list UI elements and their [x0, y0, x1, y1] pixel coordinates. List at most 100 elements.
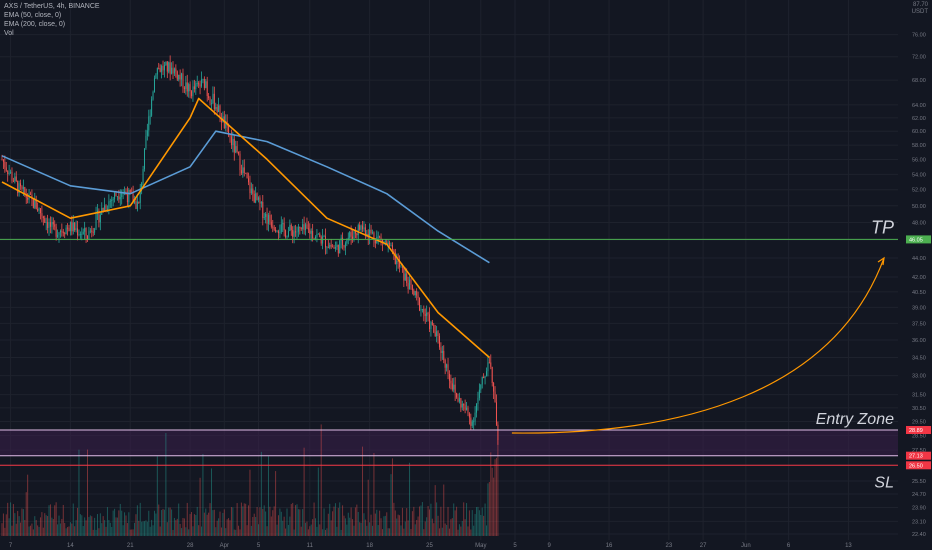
candle-body — [467, 407, 469, 414]
candle-body — [135, 200, 137, 209]
candle-body — [5, 167, 7, 171]
volume-bar — [136, 505, 138, 536]
volume-bar — [30, 525, 31, 536]
candle-body — [399, 261, 401, 267]
volume-bar — [464, 519, 466, 536]
volume-bar — [139, 502, 141, 536]
candle-body — [359, 225, 361, 230]
candle-body — [65, 227, 67, 235]
volume-bar — [193, 514, 195, 536]
candle-body — [330, 244, 332, 247]
volume-bar — [277, 515, 279, 536]
volume-bar — [24, 519, 26, 536]
candle-body — [293, 231, 295, 237]
candle-body — [433, 324, 435, 333]
x-tick-label: 23 — [666, 543, 673, 549]
volume-bar — [89, 515, 91, 536]
volume-bar — [153, 510, 155, 536]
volume-bar — [255, 516, 257, 536]
candle-body — [52, 221, 54, 225]
volume-bar — [220, 527, 222, 536]
candle-body — [119, 197, 121, 200]
volume-bar — [152, 525, 154, 536]
candle-body — [201, 79, 202, 87]
volume-bar — [352, 519, 354, 536]
volume-bar — [47, 516, 49, 536]
candle-body — [38, 208, 40, 211]
volume-bar — [57, 524, 59, 536]
candle-body — [149, 115, 151, 117]
candle-body — [497, 424, 499, 440]
volume-bar — [460, 526, 462, 536]
candle-body — [430, 322, 432, 330]
volume-bar — [400, 525, 402, 536]
candle-body — [426, 312, 428, 317]
candle-body — [181, 73, 183, 80]
candle-body — [252, 188, 254, 194]
volume-bar — [391, 458, 393, 536]
volume-bar — [182, 517, 184, 536]
candle-body — [381, 238, 383, 243]
volume-bar — [216, 520, 218, 536]
sl-label: SL — [874, 474, 894, 491]
volume-bar — [38, 526, 40, 536]
volume-bar — [347, 512, 349, 536]
y-tick-label: 30.50 — [912, 406, 926, 412]
volume-bar — [286, 508, 288, 536]
volume-bar — [404, 521, 406, 536]
volume-bar — [7, 502, 9, 536]
candle-body — [105, 205, 107, 210]
volume-bar — [327, 513, 329, 536]
volume-bar — [413, 506, 415, 536]
candle-body — [353, 231, 355, 239]
candle-body — [8, 172, 10, 174]
candle-body — [362, 225, 364, 230]
volume-bar — [128, 512, 130, 536]
candle-body — [178, 74, 180, 80]
volume-bar — [480, 514, 482, 536]
volume-bar — [228, 518, 230, 536]
volume-bar — [337, 507, 339, 536]
y-tick-label: 34.50 — [912, 355, 926, 361]
volume-bar — [102, 516, 104, 536]
candle-body — [470, 417, 472, 426]
volume-bar — [493, 477, 495, 536]
volume-bar — [394, 510, 396, 536]
x-tick-label: 5 — [257, 543, 261, 549]
candle-body — [99, 214, 101, 223]
candle-body — [334, 247, 336, 249]
volume-bar — [290, 504, 292, 536]
volume-bar — [58, 515, 60, 536]
candle-body — [102, 207, 104, 211]
volume-bar — [407, 520, 409, 536]
candle-body — [394, 252, 396, 264]
candle-body — [312, 230, 314, 238]
volume-bar — [205, 508, 207, 536]
candle-body — [175, 68, 177, 72]
candle-body — [64, 233, 66, 235]
candle-body — [243, 167, 245, 173]
volume-bar — [265, 511, 267, 536]
candle-body — [255, 193, 257, 203]
volume-bar — [468, 510, 470, 536]
entry-bottom-price-badge-bg — [906, 451, 931, 460]
volume-bar — [240, 502, 242, 536]
candle-body — [427, 312, 429, 315]
candle-body — [95, 213, 97, 229]
candle-body — [15, 176, 17, 181]
entry-bottom-price-badge: 27.13 — [909, 454, 923, 460]
candle-body — [219, 105, 221, 119]
x-tick-label: 7 — [9, 543, 13, 549]
entry-top-price-badge-bg — [906, 425, 931, 434]
legend-ema200: EMA (200, close, 0) — [4, 21, 66, 28]
candle-body — [407, 283, 409, 290]
volume-bar — [340, 529, 342, 536]
candle-body — [316, 233, 318, 237]
volume-bar — [67, 527, 69, 536]
volume-bar — [72, 503, 74, 536]
candle-body — [69, 221, 71, 232]
volume-bar — [303, 447, 305, 536]
candle-body — [165, 61, 167, 66]
